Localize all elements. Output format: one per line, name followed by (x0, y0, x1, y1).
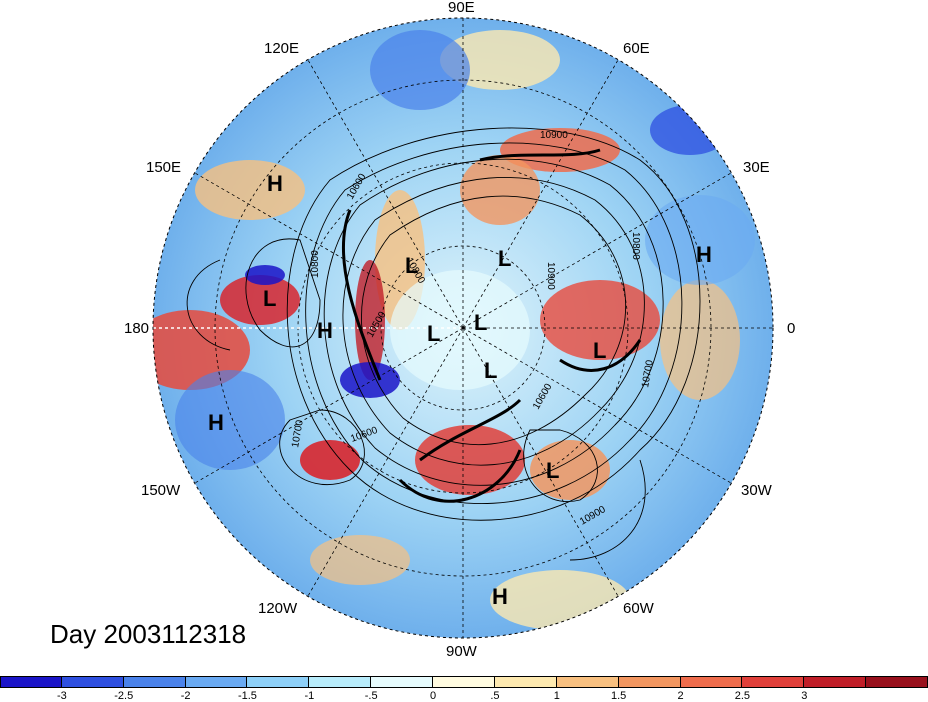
colorbar-box (123, 676, 186, 688)
lon-label-30e: 30E (743, 159, 770, 176)
lon-label-120e: 120E (264, 40, 300, 57)
lon-label-east: 0 (787, 320, 796, 337)
colorbar-box (247, 676, 310, 688)
height-contours (186, 127, 701, 561)
contour-label: 10900 (545, 262, 556, 290)
contour-label: 10900 (540, 130, 568, 141)
high-pressure-marker: H (208, 410, 224, 435)
high-pressure-marker: H (696, 242, 712, 267)
lon-label-north: 90E (448, 0, 475, 16)
colorbar-box (61, 676, 124, 688)
colorbar-box (185, 676, 248, 688)
colorbar: -3 -2.5 -2 -1.5 -1 -.5 0 .5 1 1.5 2 2.5 3 (0, 676, 928, 702)
contour-label: 10800 (630, 232, 641, 260)
pressure-center-markers: H H H H H L L L L L L L L (208, 171, 712, 609)
lon-label-150w: 150W (141, 482, 181, 499)
colorbar-tick-label: 2.5 (734, 690, 751, 702)
lon-label-120w: 120W (258, 600, 298, 617)
meridian-lines (153, 18, 773, 638)
colorbar-box (680, 676, 743, 688)
contour-label: 10700 (290, 419, 306, 449)
colorbar-tick-label: -2.5 (114, 690, 134, 702)
low-pressure-marker: L (546, 458, 559, 483)
map-boundary (152, 17, 774, 639)
high-pressure-marker: H (492, 584, 508, 609)
jet-stream-contours (341, 148, 642, 503)
contour-label: 10700 (640, 359, 656, 389)
colorbar-box (0, 676, 62, 688)
colorbar-box (804, 676, 867, 688)
colorbar-box (371, 676, 434, 688)
contour-label: 10800 (310, 250, 321, 278)
low-pressure-marker: L (405, 253, 418, 278)
colorbar-box (494, 676, 557, 688)
colorbar-box (556, 676, 619, 688)
colorbar-tick-label: -1.5 (237, 690, 257, 702)
lon-label-30w: 30W (741, 482, 772, 499)
high-pressure-marker: H (267, 171, 283, 196)
colorbar-box (433, 676, 495, 688)
colorbar-tick-label: .5 (490, 690, 500, 702)
lon-label-150e: 150E (146, 159, 182, 176)
high-pressure-marker: H (317, 318, 333, 343)
low-pressure-marker: L (263, 286, 276, 311)
colorbar-tick-label: 2 (677, 690, 684, 702)
colorbar-tick-label: -2 (180, 690, 191, 702)
lon-label-south: 90W (446, 643, 477, 660)
colorbar-tick-label: 1 (553, 690, 560, 702)
colorbar-box (309, 676, 372, 688)
colorbar-tick-label: -.5 (364, 690, 378, 702)
lon-label-west: 180 (124, 320, 150, 337)
low-pressure-marker: L (498, 246, 511, 271)
colorbar-tick-label: -1 (304, 690, 315, 702)
colorbar-tick-label: 3 (801, 690, 808, 702)
colorbar-box (866, 676, 928, 688)
lon-label-60w: 60W (623, 600, 654, 617)
low-pressure-marker: L (593, 338, 606, 363)
day-label: Day 2003112318 (50, 619, 247, 649)
low-pressure-marker: L (484, 358, 497, 383)
colorbar-box (618, 676, 681, 688)
colorbar-tick-label: -3 (56, 690, 67, 702)
low-pressure-marker: L (474, 310, 487, 335)
colorbar-box (742, 676, 805, 688)
colorbar-tick-label: 1.5 (611, 690, 627, 702)
low-pressure-marker: L (427, 321, 440, 346)
lon-label-60e: 60E (623, 40, 650, 57)
colorbar-tick-label: 0 (430, 690, 437, 702)
